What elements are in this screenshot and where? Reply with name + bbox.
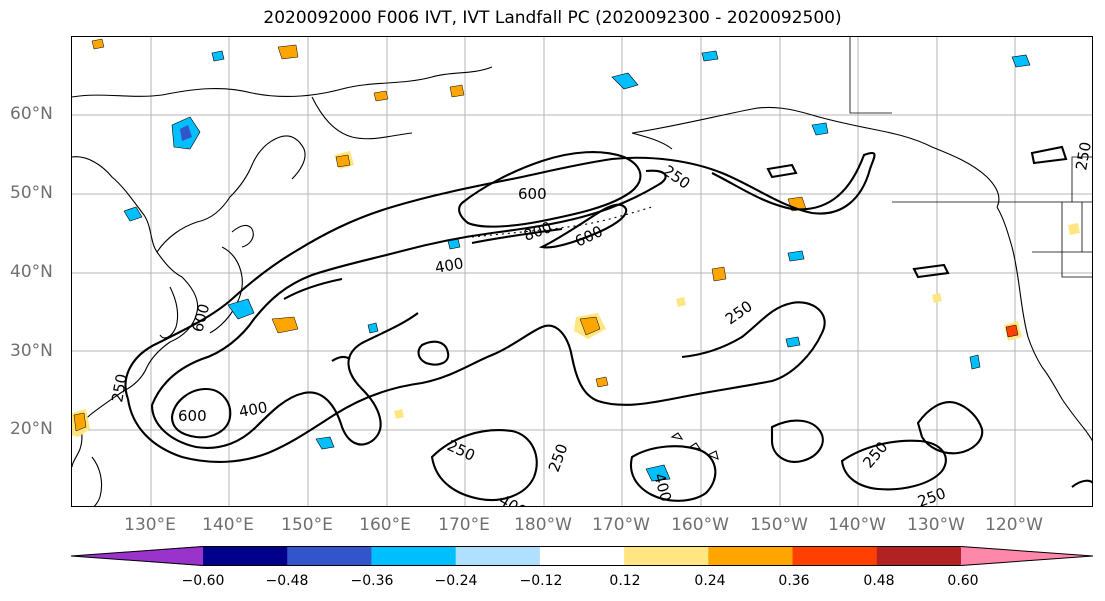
contour-label: 400 <box>496 491 530 507</box>
colorbar-swatch <box>624 546 709 566</box>
colorbar-tick: −0.48 <box>265 573 309 589</box>
lon-label: 130°W <box>907 515 965 535</box>
lon-label: 160°E <box>359 515 411 535</box>
negative-pc-patches <box>123 50 1031 482</box>
colorbar <box>70 546 1094 566</box>
positive-pc-patches <box>72 38 1080 437</box>
contour-label: 600 <box>518 185 547 203</box>
colorbar-tick: 0.24 <box>694 573 726 589</box>
colorbar-extend-low <box>71 546 203 566</box>
lon-label: 150°W <box>750 515 808 535</box>
colorbar-swatch <box>708 546 794 566</box>
lon-label: 170°E <box>438 515 490 535</box>
ivt-contours <box>124 145 1092 502</box>
colorbar-tick: −0.60 <box>181 573 225 589</box>
colorbar-tick: 0.48 <box>863 573 895 589</box>
contour-label: 250 <box>444 436 478 464</box>
map-svg: 600 600 800 600 400 600 400 250 250 250 … <box>72 37 1093 507</box>
contour-label: 250 <box>660 162 694 193</box>
map-panel: 600 600 800 600 400 600 400 250 250 250 … <box>71 36 1093 507</box>
lat-label: 30°N <box>10 341 53 361</box>
colorbar-tick: −0.24 <box>434 573 478 589</box>
lon-label: 140°W <box>828 515 886 535</box>
lon-label: 150°E <box>281 515 333 535</box>
colorbar-swatch <box>203 546 288 566</box>
boundaries <box>849 37 1092 278</box>
contour-label: 250 <box>722 297 756 328</box>
lon-label: 140°E <box>202 515 254 535</box>
colorbar-tick: 0.12 <box>609 573 641 589</box>
colorbar-swatch <box>371 546 457 566</box>
colorbar-swatch <box>287 546 372 566</box>
contour-label: 600 <box>188 302 213 334</box>
lat-label: 50°N <box>10 183 53 203</box>
lat-label: 20°N <box>10 419 53 439</box>
colorbar-swatch <box>455 546 541 566</box>
lon-label: 120°W <box>985 515 1043 535</box>
contour-label: 400 <box>650 471 675 503</box>
lon-label: 180°W <box>514 515 572 535</box>
contour-label: 800 <box>521 218 554 245</box>
contour-label: 250 <box>108 372 131 403</box>
lon-label: 130°E <box>124 515 176 535</box>
colorbar-swatch <box>876 546 962 566</box>
colorbar-swatch <box>539 546 625 566</box>
lon-label: 160°W <box>671 515 729 535</box>
lat-label: 60°N <box>10 104 53 124</box>
contour-label: 250 <box>545 441 572 474</box>
map-title: 2020092000 F006 IVT, IVT Landfall PC (20… <box>263 8 842 28</box>
contour-label: 400 <box>434 254 465 277</box>
lat-label: 40°N <box>10 262 53 282</box>
colorbar-tick: −0.36 <box>350 573 394 589</box>
colorbar-swatch <box>792 546 878 566</box>
colorbar-tick: −0.12 <box>519 573 563 589</box>
colorbar-outline <box>70 546 1094 566</box>
lon-label: 170°W <box>592 515 650 535</box>
contour-label: 250 <box>1072 140 1093 171</box>
contour-label: 600 <box>178 407 207 425</box>
colorbar-tick: 0.36 <box>778 573 810 589</box>
contour-label: 250 <box>915 484 948 507</box>
coastlines <box>72 66 1092 506</box>
colorbar-tick: 0.60 <box>947 573 979 589</box>
graticule <box>72 37 1092 506</box>
contour-label: 400 <box>238 398 269 421</box>
colorbar-extend-high <box>961 546 1093 566</box>
